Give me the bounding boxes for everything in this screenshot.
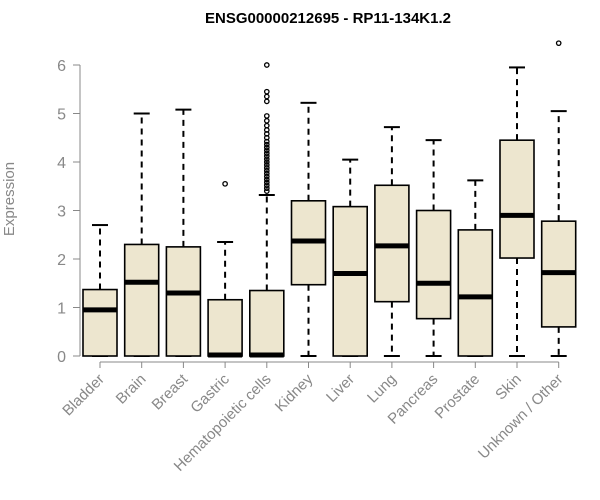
box-bladder — [82, 224, 118, 357]
box-prostate — [457, 179, 494, 357]
box-kidney — [290, 101, 327, 357]
x-tick-label: Liver — [323, 371, 358, 406]
outlier-point — [263, 156, 270, 162]
box-lung — [374, 126, 410, 357]
x-tick-label: Breast — [149, 370, 192, 413]
interquartile-box — [457, 229, 494, 357]
interquartile-box — [249, 289, 285, 357]
y-tick-label: 2 — [57, 252, 66, 269]
x-tick-label: Lung — [364, 371, 400, 407]
interquartile-box — [499, 139, 535, 259]
y-tick-label: 5 — [57, 107, 66, 124]
y-tick-label: 6 — [57, 58, 66, 75]
outlier-point — [263, 164, 270, 171]
interquartile-box — [332, 205, 369, 357]
box-pancreas — [415, 139, 452, 357]
outlier-point — [263, 176, 270, 183]
x-tick-label: Skin — [492, 371, 525, 404]
box-skin — [499, 66, 535, 357]
box-hematopoietic-cells — [249, 62, 285, 358]
outlier-point — [263, 141, 270, 148]
outlier-point — [263, 147, 270, 154]
outlier-point — [263, 173, 270, 180]
outlier-point — [263, 188, 270, 194]
outlier-point — [263, 167, 270, 174]
x-tick-label: Kidney — [272, 370, 317, 415]
outlier-point — [263, 144, 270, 151]
outlier-point — [263, 182, 270, 189]
box-brain — [123, 112, 160, 357]
outlier-point — [263, 185, 270, 192]
interquartile-box — [82, 288, 118, 357]
outlier-point — [263, 62, 270, 68]
box-gastric — [207, 180, 243, 358]
outlier-point — [263, 88, 270, 95]
x-tick-label: Bladder — [59, 371, 108, 420]
box-liver — [332, 158, 369, 357]
outlier-point — [263, 153, 270, 160]
interquartile-box — [165, 246, 202, 357]
outlier-point — [222, 180, 228, 187]
outlier-point — [263, 170, 270, 177]
chart-title: ENSG00000212695 - RP11-134K1.2 — [205, 10, 451, 27]
box-unknown-other — [540, 40, 577, 357]
y-axis: 0 1 2 3 4 5 6 — [57, 58, 81, 366]
y-tick-label: 4 — [57, 155, 66, 172]
outlier-point — [263, 179, 270, 186]
outlier-point — [555, 40, 562, 47]
outlier-point — [263, 113, 270, 119]
y-axis-label: Expression — [1, 162, 18, 236]
outlier-point — [263, 93, 270, 100]
x-tick-label: Brain — [113, 371, 150, 408]
interquartile-box — [123, 243, 160, 357]
x-tick-label: Prostate — [432, 371, 484, 423]
box-breast — [165, 108, 202, 357]
y-tick-label: 0 — [57, 349, 66, 366]
outlier-point — [263, 162, 270, 168]
outlier-point — [263, 159, 270, 165]
outlier-point — [263, 98, 270, 105]
outlier-point — [263, 150, 270, 157]
interquartile-box — [207, 298, 243, 357]
y-tick-label: 1 — [57, 301, 66, 318]
outlier-point — [263, 117, 270, 124]
y-tick-label: 3 — [57, 204, 66, 221]
box-series — [82, 40, 577, 358]
interquartile-box — [415, 209, 452, 320]
